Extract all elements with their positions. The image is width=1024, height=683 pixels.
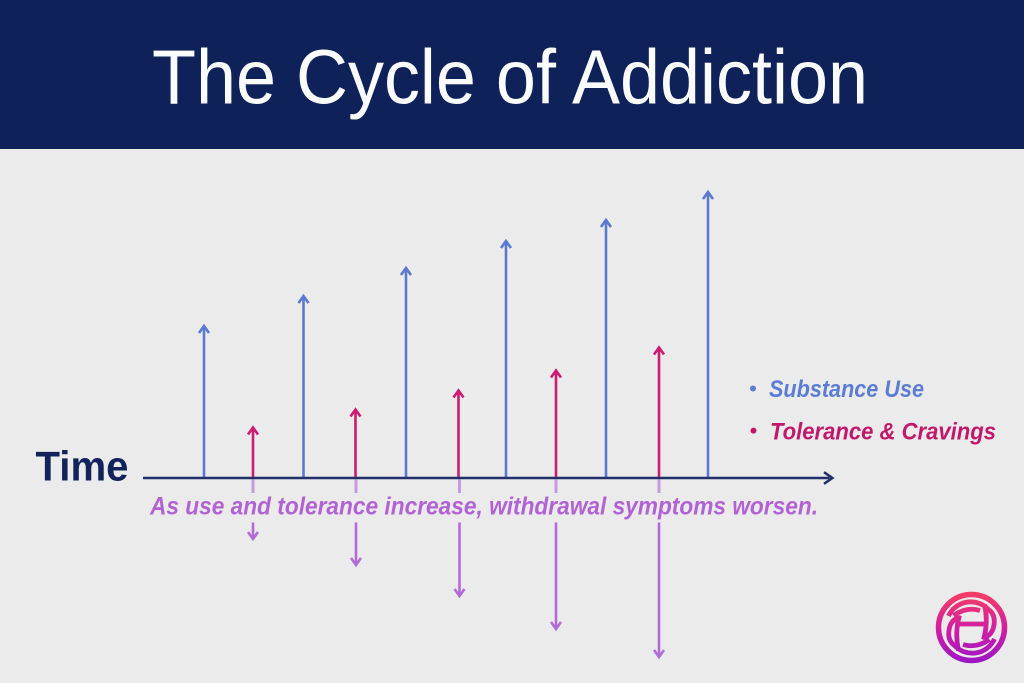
svg-text:Tolerance & Cravings: Tolerance & Cravings <box>770 419 996 446</box>
svg-text:The Cycle of Addiction: The Cycle of Addiction <box>152 35 868 121</box>
svg-text:As use and tolerance increase,: As use and tolerance increase, withdrawa… <box>149 493 818 521</box>
svg-text:Substance Use: Substance Use <box>769 376 924 403</box>
svg-text:Time: Time <box>36 443 129 490</box>
